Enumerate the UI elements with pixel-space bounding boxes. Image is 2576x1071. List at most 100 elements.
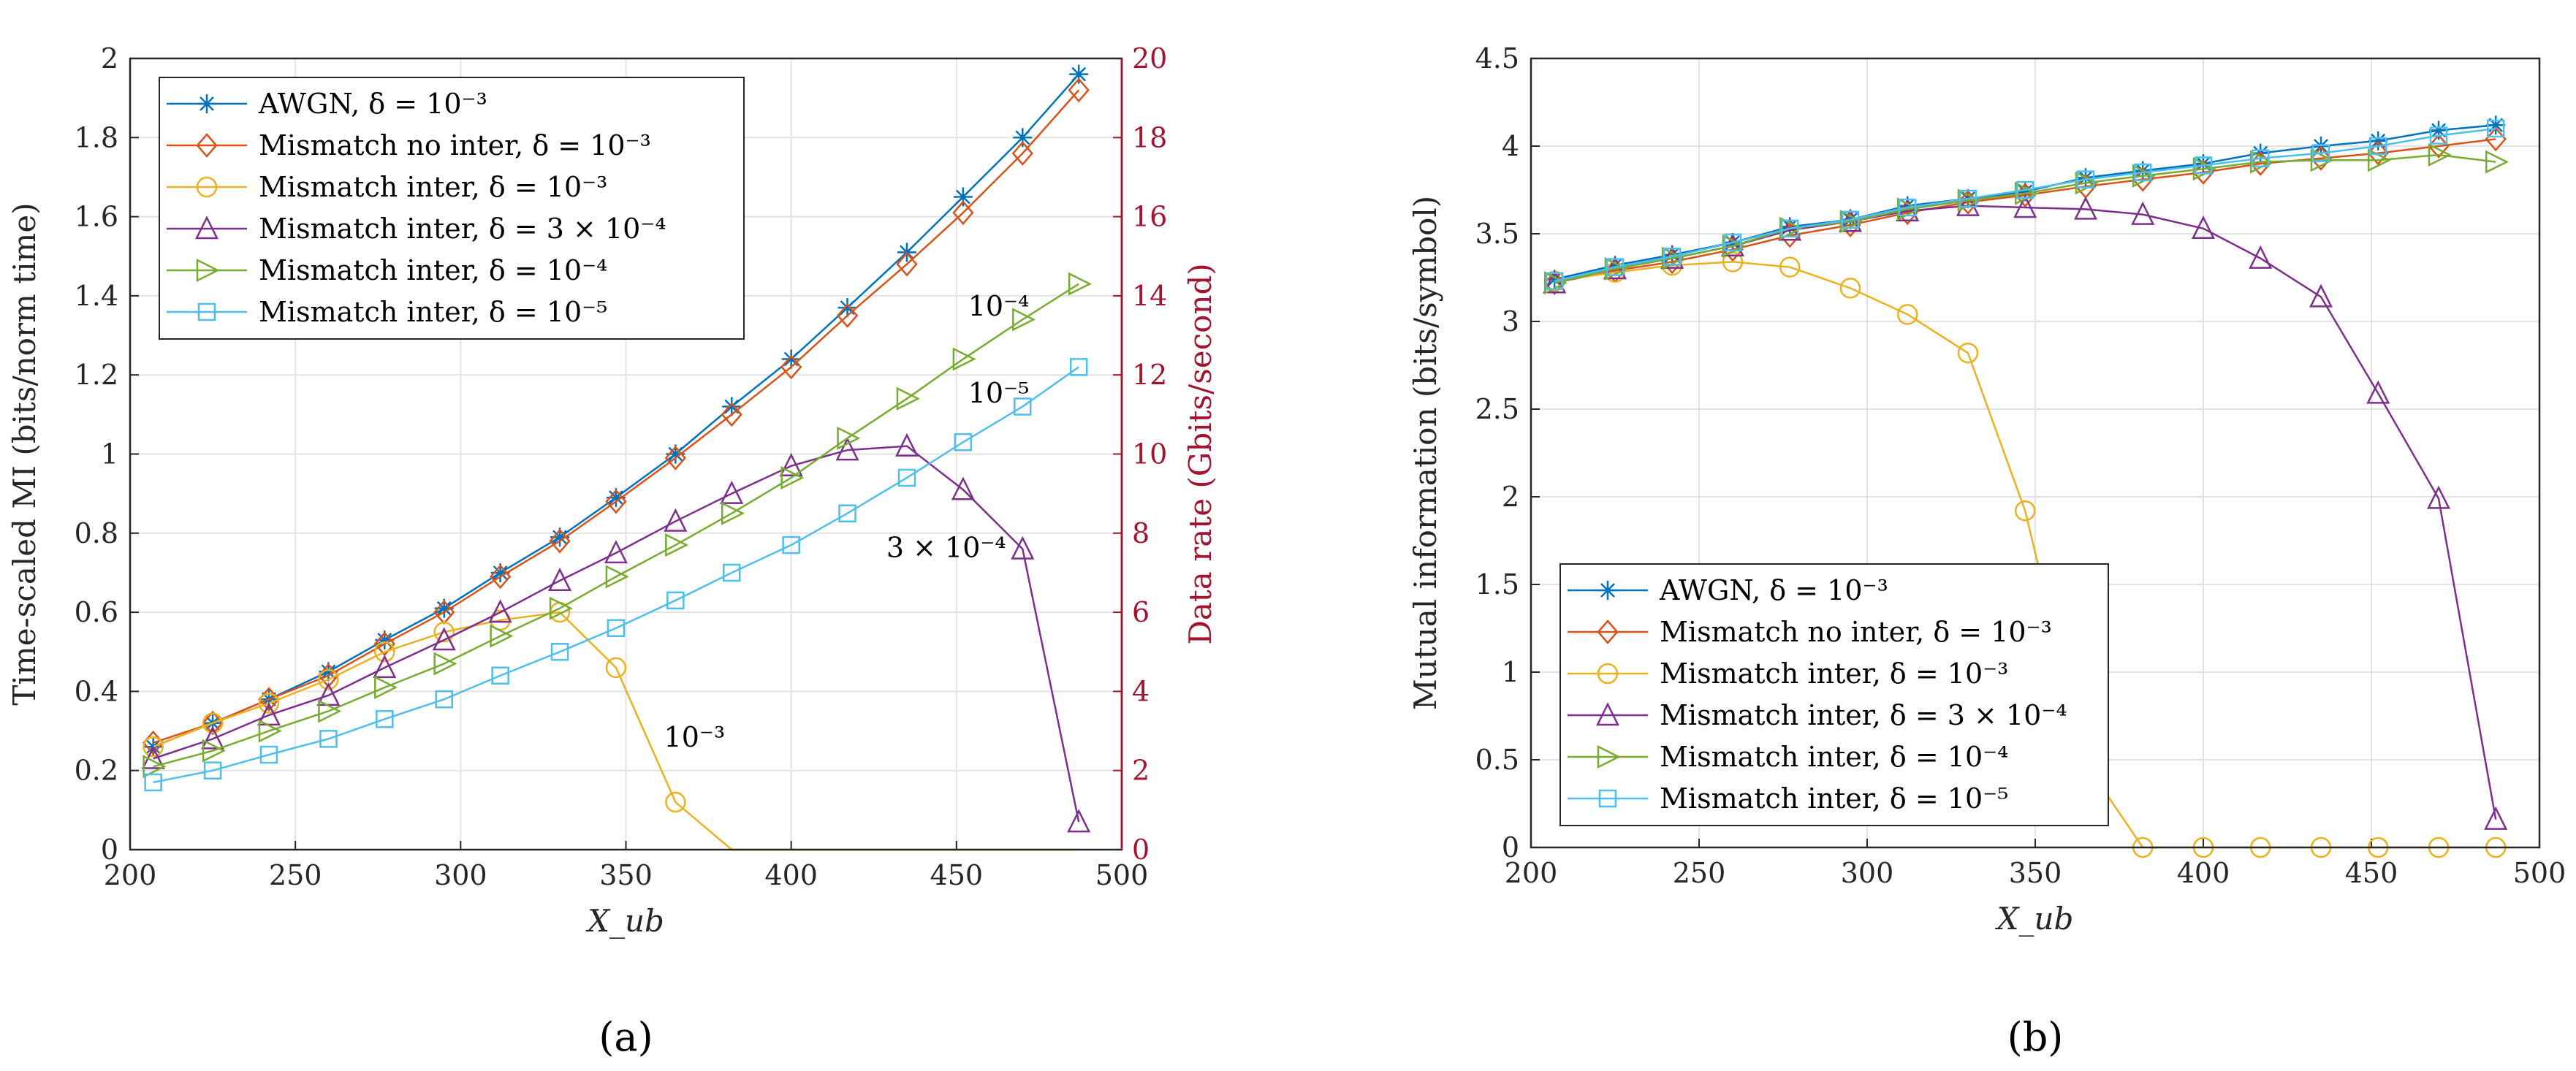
data-point: [1011, 536, 1035, 560]
legend-label: Mismatch inter, δ = 10⁻³: [1660, 658, 2008, 690]
data-point: [1958, 189, 1977, 208]
y-tick-label: 1: [101, 438, 118, 470]
legend-marker: [1595, 702, 1620, 726]
legend: AWGN, δ = 10⁻³ Mismatch no inter, δ = 10⁻…: [1559, 563, 2109, 826]
data-point: [2076, 170, 2095, 188]
y-tick-label: 0.5: [1475, 744, 1519, 776]
y-tick-label: 0: [101, 834, 118, 866]
data-point: [721, 402, 742, 427]
y-tick-label: 3.5: [1475, 218, 1519, 250]
data-point: [953, 187, 973, 207]
data-point: [835, 437, 859, 461]
y-tick-label: 1.4: [75, 280, 118, 312]
series-5: [143, 272, 1092, 779]
data-point: [2310, 145, 2332, 171]
x-tick-label: 200: [104, 859, 157, 891]
y-tick-label: 1.5: [1475, 568, 1519, 601]
data-point: [2249, 245, 2273, 269]
data-point: [1896, 304, 1918, 325]
data-point: [1663, 247, 1682, 266]
data-point: [2486, 119, 2505, 138]
data-point: [605, 657, 627, 679]
legend-marker: [197, 94, 216, 113]
data-point: [954, 433, 973, 451]
y-tick-label: 0.6: [75, 596, 118, 628]
data-point: [780, 465, 805, 490]
y2-tick-label: 16: [1132, 201, 1167, 233]
data-point: [2484, 806, 2508, 830]
x-tick-label: 450: [930, 859, 984, 891]
data-point: [2014, 500, 2036, 522]
data-point: [2428, 134, 2450, 159]
data-point: [1012, 308, 1036, 332]
series-line: [1554, 153, 2496, 284]
data-point: [2013, 194, 2037, 218]
data-point: [951, 476, 975, 500]
x-tick-label: 400: [764, 859, 818, 891]
y-tick-label: 2: [101, 42, 118, 75]
data-point: [2485, 126, 2507, 152]
series-line: [153, 366, 1079, 784]
series-line: [153, 445, 1080, 823]
data-point: [2251, 149, 2270, 168]
legend-marker: [196, 176, 218, 198]
y2-tick-label: 4: [1132, 675, 1150, 707]
data-point: [319, 730, 338, 748]
series-6: [1545, 119, 2505, 291]
data-point: [1779, 216, 1803, 240]
data-point: [258, 719, 282, 743]
data-point: [2485, 150, 2509, 174]
legend-label: Mismatch inter, δ = 10⁻⁵: [1660, 782, 2008, 815]
series-1: [1545, 115, 2506, 289]
data-point: [319, 662, 338, 682]
data-point: [489, 564, 512, 590]
data-point: [665, 533, 689, 557]
y2-tick-label: 18: [1132, 121, 1167, 153]
data-point: [435, 690, 453, 709]
legend-label: Mismatch inter, δ = 3 × 10⁻⁴: [259, 213, 666, 245]
data-point: [1068, 77, 1090, 103]
legend-label: Mismatch no inter, δ = 10⁻³: [1660, 616, 2052, 648]
data-point: [664, 446, 687, 470]
data-point: [836, 303, 859, 328]
data-point: [434, 598, 454, 618]
y2-tick-label: 2: [1132, 755, 1150, 787]
series-line: [153, 283, 1079, 768]
data-point: [548, 567, 572, 592]
data-point: [1013, 128, 1033, 148]
data-point: [1606, 256, 1625, 275]
data-point: [2131, 201, 2155, 225]
y2-tick-label: 10: [1132, 438, 1167, 470]
annotation-label: 3 × 10⁻⁴: [886, 531, 1006, 563]
series-5: [1543, 142, 2509, 295]
data-point: [1068, 272, 1092, 296]
legend-label: Mismatch no inter, δ = 10⁻³: [259, 129, 651, 161]
legend-marker: [1597, 663, 1619, 685]
plot-frame: [1530, 57, 2541, 849]
y-tick-label: 0.8: [75, 517, 118, 549]
legend-marker: [194, 216, 219, 240]
data-point: [2366, 380, 2390, 404]
data-point: [1069, 64, 1089, 84]
data-point: [721, 501, 745, 525]
data-point: [1069, 358, 1088, 376]
data-point: [259, 745, 278, 764]
annotation-label: 10⁻³: [664, 721, 726, 753]
data-point: [1606, 258, 1625, 276]
panel-b-chart: 200 250 300 350 400 450 500 0 0.5 1 1.5 2 2.5 3 3.5 4 4.…: [1407, 42, 2566, 1060]
y-axis-label: Mutual information (bits/symbol): [1407, 196, 1443, 710]
data-point: [318, 668, 339, 690]
data-point: [376, 710, 394, 728]
panel-caption: (a): [599, 1014, 653, 1060]
data-point: [258, 693, 280, 714]
y2-tick-label: 14: [1132, 280, 1167, 312]
series-line: [153, 89, 1080, 744]
data-point: [779, 452, 803, 476]
data-point: [666, 591, 685, 610]
data-point: [1011, 141, 1033, 166]
data-point: [952, 347, 976, 371]
data-point: [201, 725, 225, 750]
data-point: [605, 489, 627, 514]
data-point: [1723, 233, 1742, 252]
